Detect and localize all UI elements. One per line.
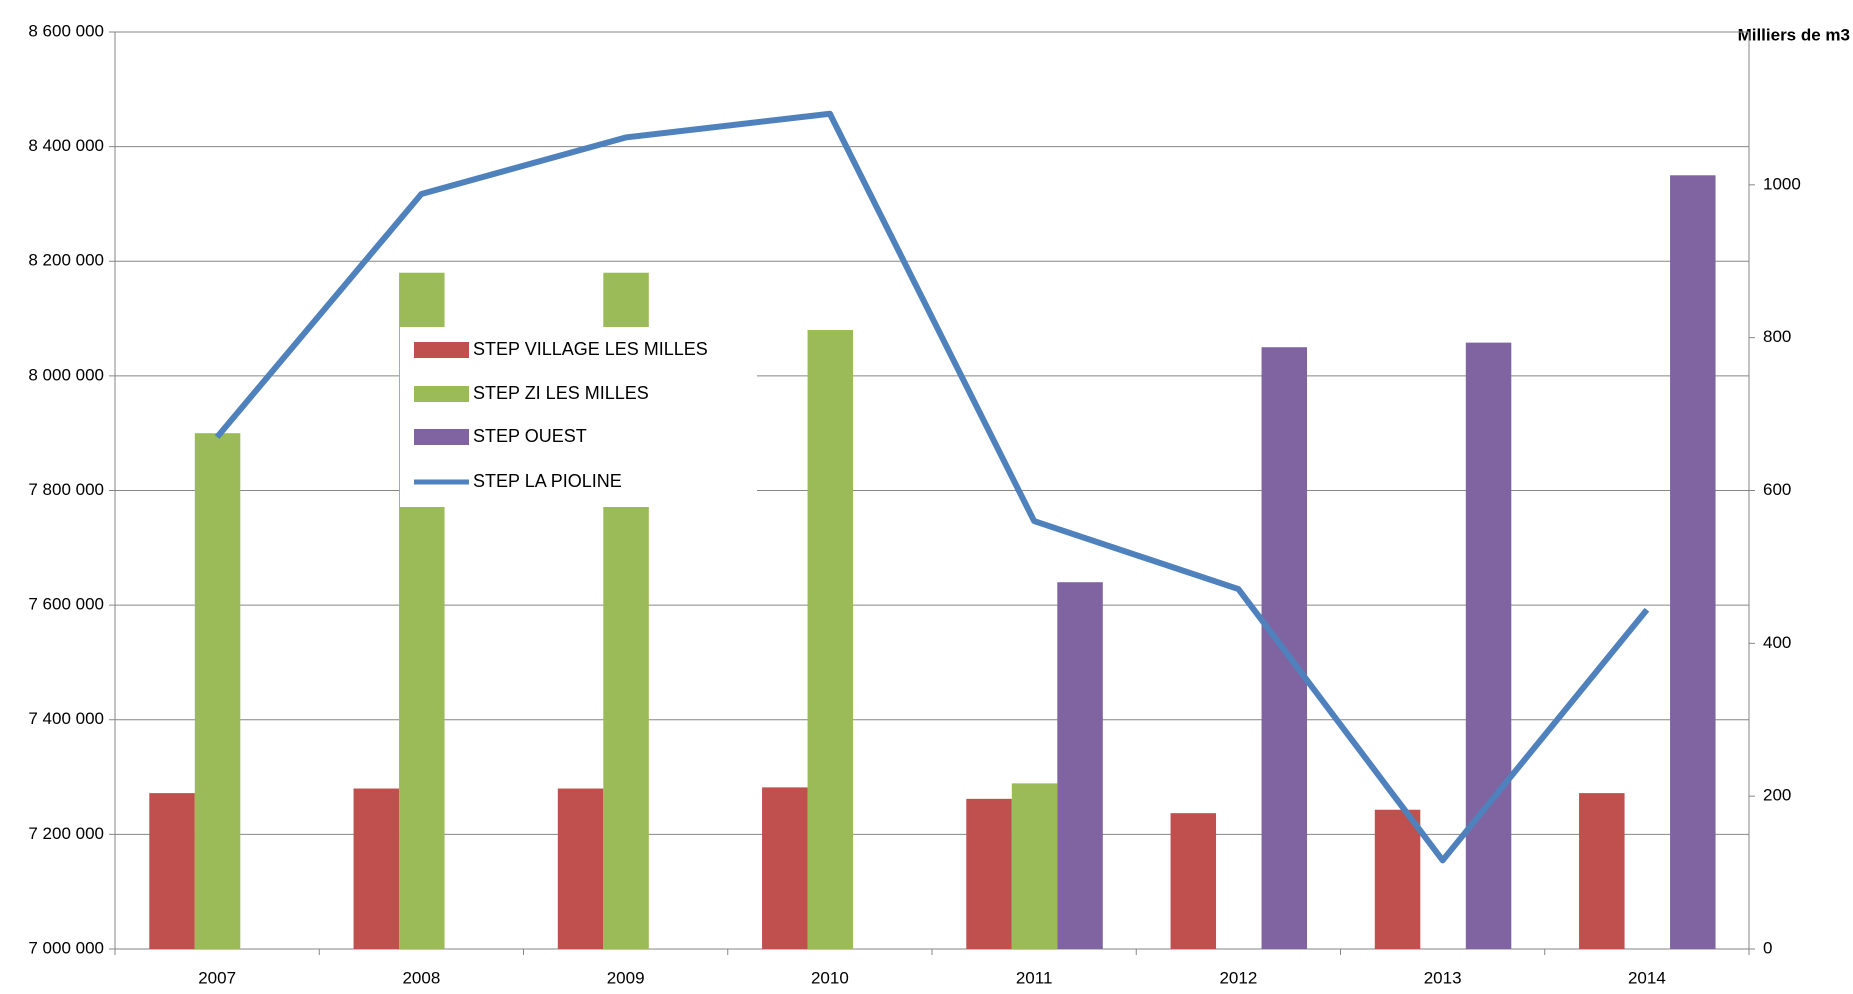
y2-tick-label: 400 [1763, 633, 1791, 652]
y-tick-label: 7 400 000 [28, 709, 104, 728]
bar [1465, 342, 1512, 949]
legend-swatch [414, 386, 469, 402]
legend-label: STEP OUEST [473, 426, 587, 446]
bar [966, 798, 1012, 949]
bar [557, 788, 604, 949]
x-tick-label: 2013 [1424, 968, 1462, 987]
y2-axis-label: Milliers de m3 [1738, 25, 1850, 44]
bar [1057, 582, 1103, 949]
x-tick-label: 2009 [607, 968, 645, 987]
x-tick-label: 2008 [402, 968, 440, 987]
legend-label: STEP ZI LES MILLES [473, 383, 649, 403]
legend-label: STEP LA PIOLINE [473, 471, 622, 491]
x-tick-label: 2012 [1219, 968, 1257, 987]
y2-tick-label: 800 [1763, 327, 1791, 346]
y-tick-label: 7 200 000 [28, 824, 104, 843]
y2-tick-label: 600 [1763, 480, 1791, 499]
legend-swatch [414, 429, 469, 445]
legend-swatch [414, 342, 469, 358]
x-tick-label: 2007 [198, 968, 236, 987]
bar [807, 330, 854, 949]
y-tick-label: 8 400 000 [28, 136, 104, 155]
line [214, 110, 1650, 864]
bar [762, 787, 808, 949]
bar [1579, 793, 1625, 949]
y-tick-label: 7 800 000 [28, 480, 104, 499]
bar [1374, 809, 1421, 949]
y-tick-label: 7 000 000 [28, 938, 104, 957]
y-tick-label: 8 200 000 [28, 251, 104, 270]
y2-tick-label: 200 [1763, 786, 1791, 805]
bar [194, 433, 241, 949]
y2-tick-label: 0 [1763, 938, 1772, 957]
bar [1670, 175, 1716, 949]
legend-label: STEP VILLAGE LES MILLES [473, 339, 708, 359]
y2-tick-label: 1000 [1763, 174, 1801, 193]
bar [1011, 783, 1058, 949]
x-tick-label: 2010 [811, 968, 849, 987]
y-tick-label: 8 600 000 [28, 21, 104, 40]
x-tick-label: 2014 [1628, 968, 1666, 987]
bar [1170, 813, 1217, 949]
y-tick-label: 7 600 000 [28, 595, 104, 614]
x-tick-label: 2011 [1016, 968, 1053, 987]
bar [353, 788, 400, 949]
bar [149, 793, 195, 949]
y-tick-label: 8 000 000 [28, 365, 104, 384]
